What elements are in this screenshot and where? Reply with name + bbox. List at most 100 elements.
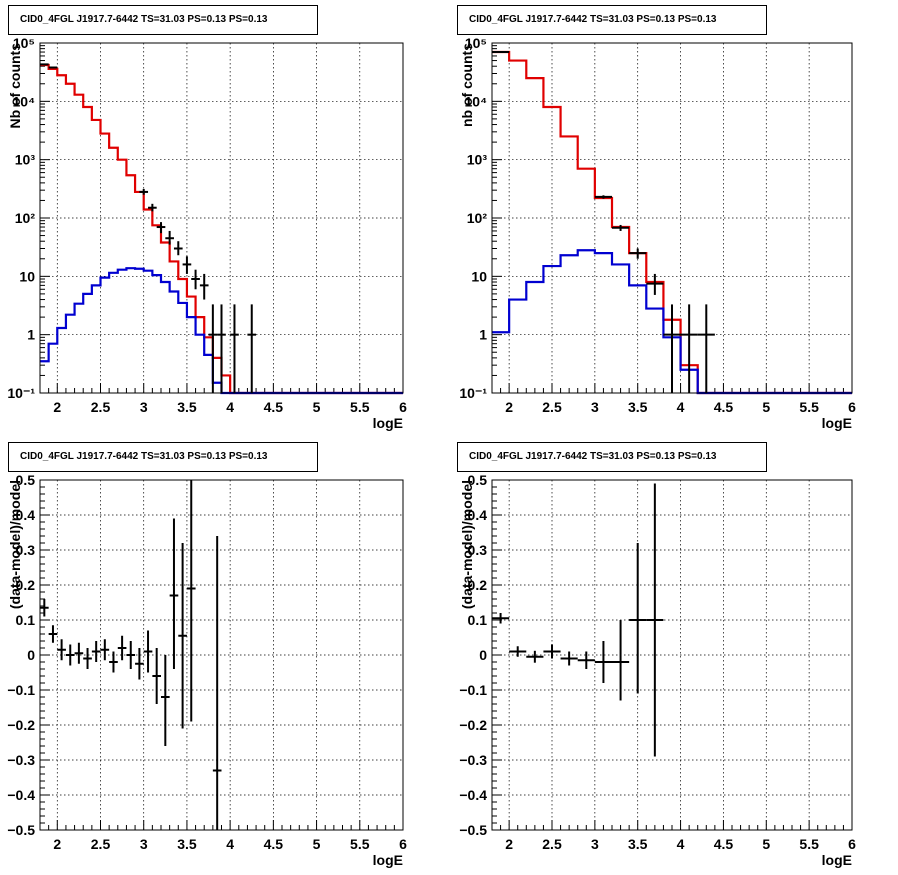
data-point xyxy=(117,635,127,661)
data-point xyxy=(526,650,544,663)
x-tick-label: 4.5 xyxy=(264,836,284,852)
data-point xyxy=(492,51,510,54)
data-point xyxy=(612,620,630,701)
data-point xyxy=(663,304,681,393)
y-tick-label: −0.5 xyxy=(7,822,35,838)
y-axis-title: Nb of counts xyxy=(7,43,23,129)
y-tick-label: −0.1 xyxy=(459,682,487,698)
data-point xyxy=(212,536,222,830)
y-tick-label: −0.4 xyxy=(7,787,35,803)
data-point xyxy=(612,224,630,231)
x-tick-label: 5 xyxy=(313,399,321,415)
y-tick-label: 0.5 xyxy=(468,472,488,488)
data-point xyxy=(135,648,144,680)
data-point xyxy=(594,641,612,683)
data-point xyxy=(186,480,196,722)
y-tick-label: 10 xyxy=(471,268,487,284)
data-point xyxy=(40,63,49,66)
data-point xyxy=(83,648,92,669)
data-point xyxy=(492,613,510,624)
data-point xyxy=(509,646,527,657)
data-point xyxy=(577,651,595,669)
data-point xyxy=(646,273,664,295)
y-tick-label: 10⁻¹ xyxy=(459,385,487,401)
data-point xyxy=(543,644,561,659)
data-point xyxy=(152,648,161,704)
y-tick-label: 10² xyxy=(15,210,36,226)
data-point xyxy=(697,304,715,393)
data-point xyxy=(247,304,257,393)
data-point xyxy=(40,599,49,617)
x-tick-label: 5.5 xyxy=(350,836,370,852)
y-tick-label: 10⁴ xyxy=(13,93,36,109)
x-tick-label: 2 xyxy=(53,399,61,415)
y-tick-label: 0.2 xyxy=(468,577,488,593)
data-point xyxy=(629,543,647,694)
y-tick-label: 1 xyxy=(479,327,487,343)
data-point xyxy=(646,483,664,757)
data-point xyxy=(143,630,153,673)
x-tick-label: 3.5 xyxy=(628,836,648,852)
x-tick-label: 2 xyxy=(505,399,513,415)
data-point xyxy=(126,641,136,669)
chart-panel-top-left: 2 2.5 3 3.5 4 4.5 5 5.5 6 10⁻¹ 1 10 10² 10³ 10⁴ 10⁵ logE… xyxy=(7,35,407,431)
data-point xyxy=(139,188,149,195)
x-tick-label: 5 xyxy=(762,399,770,415)
data-point xyxy=(109,651,118,673)
x-tick-label: 2.5 xyxy=(91,399,111,415)
y-tick-label: 10⁵ xyxy=(465,35,487,51)
data-point xyxy=(74,642,84,664)
x-tick-label: 6 xyxy=(848,399,856,415)
data-point xyxy=(199,273,209,300)
x-tick-label: 2.5 xyxy=(542,399,562,415)
y-tick-label: −0.2 xyxy=(459,717,487,733)
data-point xyxy=(48,66,58,69)
y-tick-label: 0.4 xyxy=(468,507,488,523)
x-axis-title: logE xyxy=(822,415,852,431)
y-tick-label: 10⁻¹ xyxy=(7,385,35,401)
data-point xyxy=(560,651,578,666)
data-point xyxy=(230,304,239,393)
x-tick-label: 3 xyxy=(140,399,148,415)
x-axis-title: logE xyxy=(373,415,403,431)
data-point xyxy=(161,655,170,746)
x-tick-label: 4 xyxy=(677,836,685,852)
panel-title-top-right: CID0_4FGL J1917.7-6442 TS=31.03 PS=0.13 … xyxy=(457,5,767,35)
chart-panel-bottom-left: 2 2.5 3 3.5 4 4.5 5 5.5 6 −0.5 −0.4 −0.3 −0.2 −0.1 0 0.… xyxy=(7,472,407,868)
x-tick-label: 5.5 xyxy=(350,399,370,415)
y-tick-label: 10³ xyxy=(467,152,488,168)
y-tick-label: 0.3 xyxy=(16,542,36,558)
x-tick-label: 3.5 xyxy=(177,836,197,852)
data-point xyxy=(680,304,698,393)
y-tick-label: 10⁵ xyxy=(13,35,35,51)
panel-title-bottom-right: CID0_4FGL J1917.7-6442 TS=31.03 PS=0.13 … xyxy=(457,442,767,472)
x-tick-label: 4.5 xyxy=(714,836,734,852)
x-tick-label: 2 xyxy=(53,836,61,852)
x-tick-label: 4 xyxy=(226,836,234,852)
x-tick-label: 3 xyxy=(591,836,599,852)
y-tick-label: 0 xyxy=(479,647,487,663)
x-axis-title: logE xyxy=(822,852,852,868)
y-tick-label: 10² xyxy=(467,210,488,226)
data-point xyxy=(182,256,192,274)
data-point xyxy=(57,639,66,661)
data-point xyxy=(191,269,200,290)
x-tick-label: 4.5 xyxy=(264,399,284,415)
y-tick-label: 0.1 xyxy=(16,612,36,628)
y-axis-title: (data-model)/model xyxy=(459,480,475,609)
data-point xyxy=(156,222,166,234)
data-point xyxy=(65,644,75,666)
y-tick-label: 10 xyxy=(19,268,35,284)
panel-title-bottom-left: CID0_4FGL J1917.7-6442 TS=31.03 PS=0.13 … xyxy=(8,442,318,472)
x-tick-label: 2.5 xyxy=(91,836,111,852)
x-tick-label: 2.5 xyxy=(542,836,562,852)
data-point xyxy=(169,518,179,669)
x-tick-label: 5 xyxy=(313,836,321,852)
y-tick-label: −0.5 xyxy=(459,822,487,838)
x-axis-title: logE xyxy=(373,852,403,868)
y-tick-label: −0.4 xyxy=(459,787,487,803)
chart-panel-bottom-right: 2 2.5 3 3.5 4 4.5 5 5.5 6 −0.5 −0.4 −0.3 −0.2 −0.1 0 0.… xyxy=(459,472,856,868)
y-axis-title: (data-model)/model xyxy=(7,480,23,609)
y-tick-label: 0.3 xyxy=(468,542,488,558)
y-axis-title: nb of counts xyxy=(459,43,475,127)
